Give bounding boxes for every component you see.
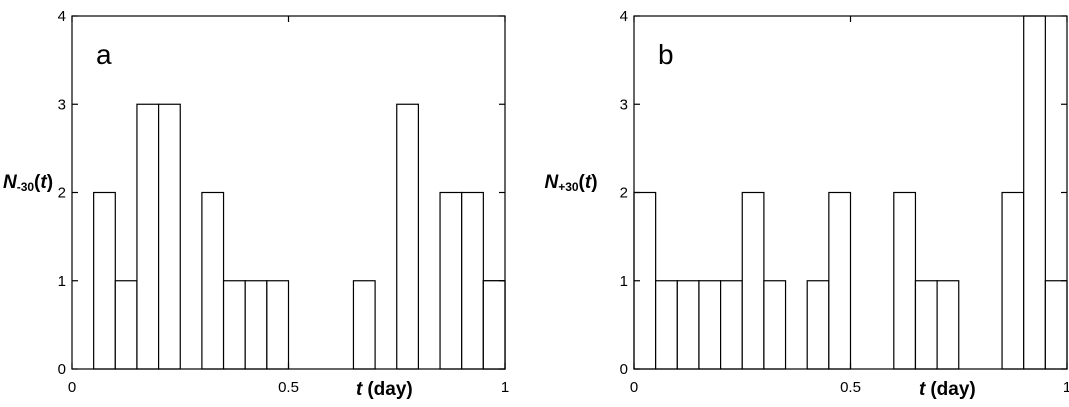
- y-axis-label-subscript: +30: [558, 180, 579, 194]
- histogram-bar: [201, 191, 225, 370]
- y-axis-label-close-paren: ): [591, 172, 597, 193]
- x-axis-label-unit: (day): [367, 379, 412, 400]
- histogram-bar: [1023, 15, 1046, 370]
- y-tick-label: 3: [620, 96, 628, 113]
- histogram-bar: [676, 280, 700, 370]
- y-axis-label-close-paren: ): [47, 172, 53, 193]
- histogram-bar: [806, 280, 830, 370]
- x-tick-label: 0: [630, 379, 638, 396]
- x-axis-label-variable: t: [356, 379, 363, 400]
- x-axis-label-unit: (day): [930, 379, 975, 400]
- histogram-bar: [741, 191, 765, 370]
- x-axis-label-variable: t: [919, 379, 926, 400]
- y-tick-label: 1: [58, 273, 66, 290]
- x-tick-label: 1: [1063, 379, 1069, 396]
- histogram-bar: [719, 280, 743, 370]
- histogram-bar: [352, 280, 376, 370]
- histogram-bar: [136, 103, 160, 370]
- histogram-bar: [158, 103, 181, 370]
- y-tick-label: 0: [620, 361, 628, 378]
- y-axis-label-subscript: -30: [17, 180, 35, 194]
- histogram-bar: [828, 191, 852, 370]
- histogram-bar: [655, 280, 678, 370]
- histogram-bar: [396, 103, 419, 370]
- y-axis-label: N+30(t): [544, 172, 597, 194]
- y-tick-label: 0: [58, 361, 66, 378]
- histogram-bar: [439, 191, 463, 370]
- histogram-bar: [482, 280, 506, 370]
- histogram-bar: [114, 280, 138, 370]
- y-axis-label: N-30(t): [3, 172, 53, 194]
- histogram-bar: [936, 280, 960, 370]
- histogram-bar: [461, 191, 484, 370]
- y-tick-label: 3: [58, 96, 66, 113]
- y-axis-label-symbol: N: [544, 172, 559, 193]
- histogram-bar: [698, 280, 722, 370]
- histogram-bar: [763, 280, 787, 370]
- y-axis-label-argument: t: [40, 172, 47, 193]
- y-tick-label: 2: [58, 185, 66, 202]
- x-tick-label: 0.5: [278, 379, 299, 396]
- y-axis-label-symbol: N: [3, 172, 18, 193]
- histogram-bar: [914, 280, 938, 370]
- histogram-bar: [93, 191, 116, 370]
- y-tick-label: 4: [58, 8, 66, 25]
- x-tick-label: 0.5: [840, 379, 861, 396]
- histogram-bar: [1001, 191, 1025, 370]
- y-tick-label: 1: [620, 273, 628, 290]
- histogram-bar: [222, 280, 246, 370]
- panel-letter: a: [96, 39, 112, 70]
- panel-letter: b: [658, 39, 674, 70]
- y-axis-label-open-paren: (: [579, 172, 586, 193]
- y-tick-label: 2: [620, 185, 628, 202]
- x-tick-label: 1: [501, 379, 509, 396]
- histogram-bar: [1044, 280, 1068, 370]
- y-tick-label: 4: [620, 8, 628, 25]
- histogram-bar: [266, 280, 290, 370]
- y-axis-label-open-paren: (: [34, 172, 41, 193]
- x-axis-label: t (day): [919, 379, 976, 400]
- y-axis-label-argument: t: [585, 172, 592, 193]
- x-tick-label: 0: [68, 379, 76, 396]
- histogram-bar: [244, 280, 268, 370]
- x-axis-label: t (day): [356, 379, 413, 400]
- histogram-bar: [893, 191, 917, 370]
